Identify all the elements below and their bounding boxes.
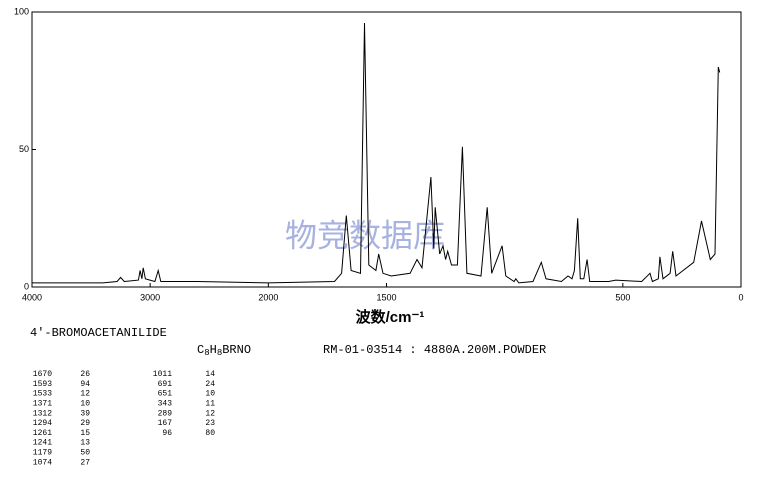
x-axis-label: 波数/cm⁻¹ bbox=[356, 308, 425, 326]
y-tick-label: 0 bbox=[24, 281, 29, 291]
peak-intensity: 12 bbox=[205, 409, 215, 418]
peak-intensity: 23 bbox=[205, 419, 215, 428]
peak-wavenumber: 343 bbox=[158, 400, 173, 409]
y-tick-label: 100 bbox=[14, 6, 29, 16]
formula-part: BRNO bbox=[222, 343, 251, 357]
x-tick-label: 500 bbox=[615, 292, 630, 302]
peak-wavenumber: 651 bbox=[158, 390, 173, 399]
formula-part: C bbox=[197, 343, 204, 357]
x-tick-label: 2000 bbox=[258, 292, 278, 302]
peak-wavenumber: 1371 bbox=[33, 400, 52, 409]
formula-subscript: 8 bbox=[217, 348, 222, 358]
x-tick-label: 4000 bbox=[22, 292, 42, 302]
x-tick-label: 0 bbox=[738, 292, 743, 302]
peak-wavenumber: 1074 bbox=[33, 458, 52, 467]
formula: C8H8BRNO bbox=[197, 343, 251, 358]
peak-intensity: 94 bbox=[80, 380, 90, 389]
peak-intensity: 29 bbox=[80, 419, 90, 428]
x-tick-label: 1500 bbox=[376, 292, 396, 302]
peak-intensity: 39 bbox=[80, 409, 90, 418]
peak-intensity: 10 bbox=[80, 400, 90, 409]
peak-wavenumber: 167 bbox=[158, 419, 173, 428]
compound-name: 4'-BROMOACETANILIDE bbox=[30, 326, 167, 340]
peak-wavenumber: 1179 bbox=[33, 449, 52, 458]
peak-intensity: 12 bbox=[80, 390, 90, 399]
peak-wavenumber: 289 bbox=[158, 409, 173, 418]
peak-wavenumber: 1533 bbox=[33, 390, 52, 399]
peak-wavenumber: 1312 bbox=[33, 409, 52, 418]
peak-intensity: 80 bbox=[205, 429, 215, 438]
peak-intensity: 24 bbox=[205, 380, 215, 389]
watermark: 物竞数据库 bbox=[285, 217, 445, 253]
spectrum-line bbox=[32, 22, 721, 284]
peak-wavenumber: 691 bbox=[158, 380, 173, 389]
peak-wavenumber: 1593 bbox=[33, 380, 52, 389]
peak-wavenumber: 1261 bbox=[33, 429, 52, 438]
peak-wavenumber: 1011 bbox=[153, 370, 172, 379]
sample-info: RM-01-03514 : 4880A.200M.POWDER bbox=[323, 343, 546, 357]
peak-intensity: 15 bbox=[80, 429, 90, 438]
peak-wavenumber: 1241 bbox=[33, 439, 52, 448]
peak-intensity: 14 bbox=[205, 370, 215, 379]
formula-part: H bbox=[210, 343, 217, 357]
peak-intensity: 26 bbox=[80, 370, 90, 379]
y-tick-label: 50 bbox=[19, 144, 29, 154]
peak-intensity: 10 bbox=[205, 390, 215, 399]
peak-intensity: 50 bbox=[80, 449, 90, 458]
peak-wavenumber: 1294 bbox=[33, 419, 52, 428]
formula-subscript: 8 bbox=[204, 348, 209, 358]
x-tick-label: 3000 bbox=[140, 292, 160, 302]
peak-wavenumber: 96 bbox=[162, 429, 172, 438]
peak-intensity: 13 bbox=[80, 439, 90, 448]
peak-intensity: 11 bbox=[205, 400, 215, 409]
peak-wavenumber: 1670 bbox=[33, 370, 52, 379]
peak-intensity: 27 bbox=[80, 458, 90, 467]
